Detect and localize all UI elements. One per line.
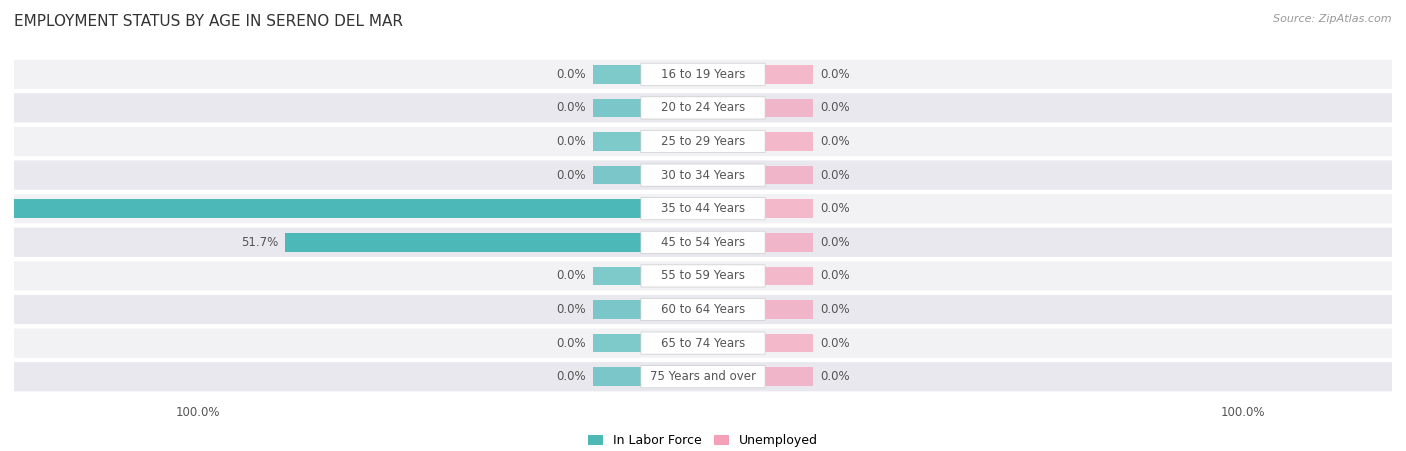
FancyBboxPatch shape <box>14 124 1392 158</box>
Text: 0.0%: 0.0% <box>557 135 586 148</box>
Bar <box>593 99 641 117</box>
FancyBboxPatch shape <box>641 332 765 354</box>
FancyBboxPatch shape <box>641 97 765 119</box>
Text: 20 to 24 Years: 20 to 24 Years <box>661 101 745 115</box>
FancyBboxPatch shape <box>641 164 765 186</box>
FancyBboxPatch shape <box>14 91 1392 124</box>
FancyBboxPatch shape <box>14 360 1392 394</box>
Text: Source: ZipAtlas.com: Source: ZipAtlas.com <box>1274 14 1392 23</box>
Text: 0.0%: 0.0% <box>820 370 849 383</box>
Bar <box>765 334 813 352</box>
Text: 0.0%: 0.0% <box>557 303 586 316</box>
Bar <box>765 166 813 184</box>
FancyBboxPatch shape <box>14 293 1392 327</box>
Bar <box>765 99 813 117</box>
FancyBboxPatch shape <box>641 198 765 220</box>
FancyBboxPatch shape <box>14 161 1392 190</box>
Bar <box>285 233 641 252</box>
Text: 30 to 34 Years: 30 to 34 Years <box>661 169 745 182</box>
Text: 0.0%: 0.0% <box>820 336 849 350</box>
FancyBboxPatch shape <box>14 328 1392 358</box>
FancyBboxPatch shape <box>14 327 1392 360</box>
Text: 0.0%: 0.0% <box>820 202 849 215</box>
Text: 45 to 54 Years: 45 to 54 Years <box>661 236 745 249</box>
Bar <box>593 132 641 151</box>
FancyBboxPatch shape <box>641 231 765 253</box>
Bar <box>593 65 641 83</box>
FancyBboxPatch shape <box>641 299 765 321</box>
Bar <box>593 368 641 386</box>
Text: 0.0%: 0.0% <box>820 169 849 182</box>
Bar <box>765 300 813 319</box>
Bar <box>765 199 813 218</box>
Bar <box>765 267 813 285</box>
Text: 55 to 59 Years: 55 to 59 Years <box>661 269 745 282</box>
Text: EMPLOYMENT STATUS BY AGE IN SERENO DEL MAR: EMPLOYMENT STATUS BY AGE IN SERENO DEL M… <box>14 14 404 28</box>
Bar <box>765 65 813 83</box>
Text: 0.0%: 0.0% <box>820 101 849 115</box>
Text: 0.0%: 0.0% <box>557 68 586 81</box>
Bar <box>593 166 641 184</box>
Text: 100.0%: 100.0% <box>0 202 11 215</box>
Text: 0.0%: 0.0% <box>820 236 849 249</box>
Text: 0.0%: 0.0% <box>820 303 849 316</box>
Text: 35 to 44 Years: 35 to 44 Years <box>661 202 745 215</box>
Text: 0.0%: 0.0% <box>557 169 586 182</box>
Text: 0.0%: 0.0% <box>820 269 849 282</box>
Bar <box>765 132 813 151</box>
FancyBboxPatch shape <box>641 130 765 152</box>
FancyBboxPatch shape <box>14 362 1392 391</box>
FancyBboxPatch shape <box>14 93 1392 123</box>
FancyBboxPatch shape <box>14 261 1392 290</box>
Bar <box>593 300 641 319</box>
Text: 51.7%: 51.7% <box>240 236 278 249</box>
Text: 16 to 19 Years: 16 to 19 Years <box>661 68 745 81</box>
Text: 25 to 29 Years: 25 to 29 Years <box>661 135 745 148</box>
FancyBboxPatch shape <box>641 366 765 388</box>
Text: 60 to 64 Years: 60 to 64 Years <box>661 303 745 316</box>
FancyBboxPatch shape <box>641 63 765 85</box>
Bar <box>593 334 641 352</box>
Text: 0.0%: 0.0% <box>820 68 849 81</box>
Bar <box>765 233 813 252</box>
FancyBboxPatch shape <box>14 192 1392 226</box>
FancyBboxPatch shape <box>14 158 1392 192</box>
FancyBboxPatch shape <box>14 228 1392 257</box>
FancyBboxPatch shape <box>14 226 1392 259</box>
Text: 100.0%: 100.0% <box>176 406 221 419</box>
Bar <box>765 368 813 386</box>
Text: 75 Years and over: 75 Years and over <box>650 370 756 383</box>
Text: 0.0%: 0.0% <box>557 336 586 350</box>
Text: 0.0%: 0.0% <box>820 135 849 148</box>
FancyBboxPatch shape <box>14 259 1392 293</box>
Text: 0.0%: 0.0% <box>557 269 586 282</box>
FancyBboxPatch shape <box>14 57 1392 91</box>
Text: 0.0%: 0.0% <box>557 101 586 115</box>
Bar <box>0 199 641 218</box>
Text: 65 to 74 Years: 65 to 74 Years <box>661 336 745 350</box>
Legend: In Labor Force, Unemployed: In Labor Force, Unemployed <box>583 429 823 451</box>
Text: 0.0%: 0.0% <box>557 370 586 383</box>
FancyBboxPatch shape <box>14 60 1392 89</box>
Text: 100.0%: 100.0% <box>1220 406 1265 419</box>
Bar <box>593 267 641 285</box>
FancyBboxPatch shape <box>14 295 1392 324</box>
FancyBboxPatch shape <box>641 265 765 287</box>
FancyBboxPatch shape <box>14 127 1392 156</box>
FancyBboxPatch shape <box>14 194 1392 223</box>
